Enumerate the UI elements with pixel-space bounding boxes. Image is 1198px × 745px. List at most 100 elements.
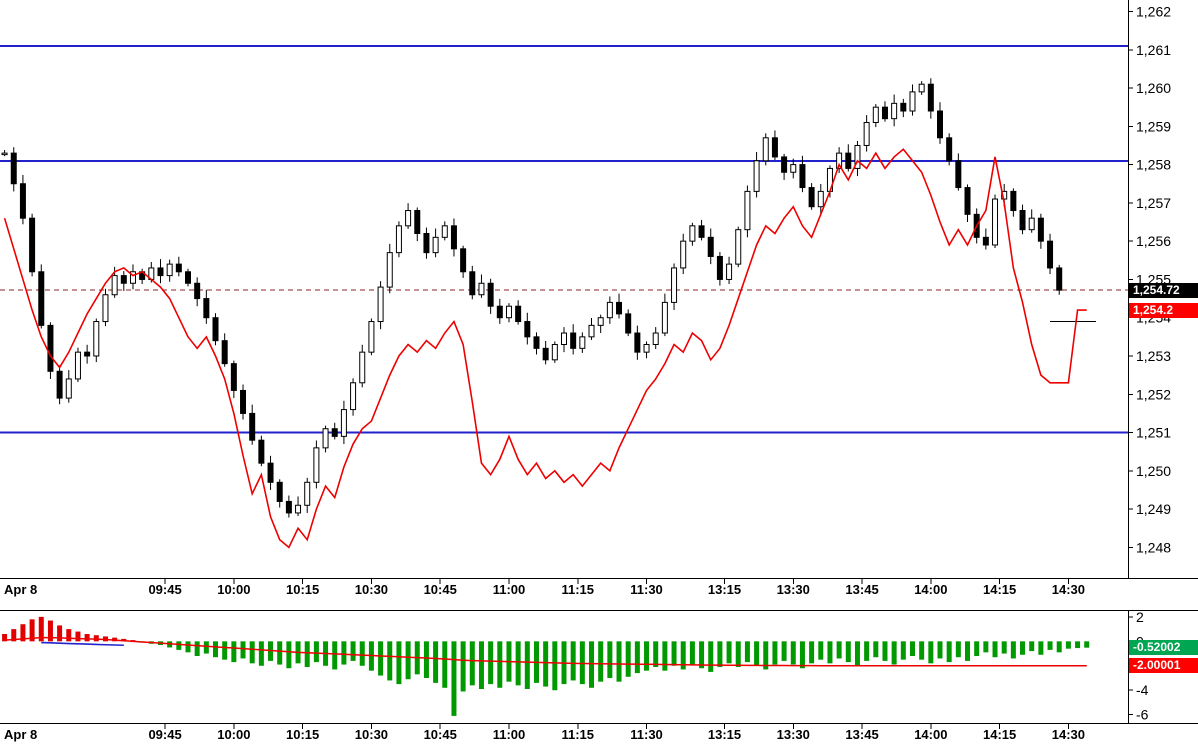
price-tick-label: 1,260 bbox=[1136, 80, 1171, 96]
candle-body bbox=[1028, 217, 1035, 231]
histogram-bar bbox=[93, 635, 99, 642]
time-tick-label: 10:30 bbox=[354, 582, 389, 597]
histogram-bar bbox=[29, 619, 35, 642]
histogram-bar bbox=[625, 641, 631, 677]
time-tick-label: 14:00 bbox=[914, 582, 948, 597]
candle-body bbox=[1010, 190, 1017, 212]
histogram-bar bbox=[937, 641, 943, 659]
candle-body bbox=[652, 332, 659, 346]
candle-body bbox=[881, 106, 888, 120]
candle-body bbox=[423, 232, 430, 254]
histogram-bar bbox=[20, 624, 26, 642]
histogram-bar bbox=[451, 641, 457, 716]
last-price-badge: 1,254.72 bbox=[1129, 282, 1198, 298]
histogram-bar bbox=[845, 641, 851, 663]
histogram-bar bbox=[57, 625, 63, 642]
candle-body bbox=[964, 187, 971, 215]
histogram-bar bbox=[231, 641, 237, 663]
time-tick-label: 13:30 bbox=[776, 582, 810, 597]
candle-body bbox=[322, 428, 329, 449]
histogram-bar bbox=[598, 641, 604, 682]
histogram-bar bbox=[882, 641, 888, 661]
fast-line bbox=[41, 641, 124, 647]
histogram-bar bbox=[543, 641, 549, 687]
candle-body bbox=[561, 332, 567, 346]
candle-body bbox=[671, 267, 678, 303]
histogram-bar bbox=[928, 641, 934, 664]
candle-body bbox=[808, 187, 815, 208]
histogram-bar bbox=[781, 641, 787, 661]
candle-body bbox=[716, 255, 723, 280]
candle-body bbox=[38, 271, 45, 326]
histogram-bar bbox=[726, 641, 732, 664]
time-tick-label: 11:30 bbox=[630, 582, 663, 597]
histogram-bar bbox=[1001, 641, 1007, 654]
histogram-bar bbox=[772, 641, 778, 665]
candle-body bbox=[781, 156, 788, 173]
histogram-bar bbox=[313, 641, 319, 663]
histogram-bar bbox=[249, 641, 255, 664]
histogram-bar bbox=[11, 629, 17, 642]
histogram-bar bbox=[47, 620, 53, 642]
histogram-bar bbox=[84, 634, 90, 642]
histogram-bar bbox=[433, 641, 439, 683]
histogram-bar bbox=[66, 629, 72, 642]
candle-body bbox=[551, 344, 558, 361]
candle-body bbox=[753, 160, 760, 192]
candle-body bbox=[661, 301, 668, 334]
candle-body bbox=[946, 137, 953, 162]
candle-body bbox=[203, 298, 210, 319]
candle-body bbox=[185, 271, 191, 284]
candle-body bbox=[295, 504, 302, 514]
histogram-bar bbox=[735, 641, 741, 667]
candle-body bbox=[129, 271, 136, 284]
histogram-bar bbox=[1020, 641, 1026, 655]
histogram-bar bbox=[873, 641, 879, 658]
histogram-bar bbox=[818, 641, 824, 660]
histogram-bar bbox=[396, 641, 402, 685]
candle-body bbox=[937, 110, 943, 139]
histogram-bar bbox=[405, 641, 411, 680]
candle-body bbox=[47, 324, 54, 372]
candle-body bbox=[496, 305, 503, 319]
time-tick-label: 11:00 bbox=[492, 582, 526, 597]
histogram-bar bbox=[222, 641, 228, 660]
candle-body bbox=[65, 378, 72, 399]
candle-body bbox=[982, 236, 989, 246]
histogram-bar bbox=[634, 641, 640, 674]
histogram-bar bbox=[515, 641, 521, 686]
histogram-bar bbox=[1056, 641, 1062, 653]
price-tick-label: 1,253 bbox=[1136, 348, 1171, 364]
histogram-bar bbox=[359, 641, 365, 666]
time-tick-label: 10:45 bbox=[423, 727, 457, 742]
candle-body bbox=[478, 282, 485, 296]
histogram-bar bbox=[689, 641, 695, 665]
candle-body bbox=[863, 121, 870, 146]
histogram-bar bbox=[478, 641, 484, 689]
histogram-bar bbox=[854, 641, 860, 666]
histogram-bar bbox=[589, 641, 595, 688]
indicator-tick-label: 2 bbox=[1136, 609, 1144, 625]
price-tick-label: 1,250 bbox=[1136, 463, 1171, 479]
candle-body bbox=[817, 190, 824, 208]
candle-body bbox=[93, 321, 100, 357]
histogram-bar bbox=[387, 641, 393, 681]
indicator-time-axis[interactable]: Apr 8 09:45 10:00 10:15 10:30 10:45 11:00 11:1… bbox=[0, 726, 1198, 745]
histogram-bar bbox=[680, 641, 686, 670]
main-time-axis[interactable]: Apr 8 09:45 10:00 10:15 10:30 10:45 11:00 11:1… bbox=[0, 581, 1198, 601]
candle-body bbox=[1056, 267, 1063, 291]
histogram-bar bbox=[955, 641, 961, 658]
histogram-bar bbox=[341, 641, 347, 665]
histogram-bar bbox=[1065, 641, 1071, 649]
candle-body bbox=[927, 83, 934, 112]
histogram-bar bbox=[790, 641, 796, 665]
histogram-bar bbox=[809, 641, 815, 664]
comparison-price-line bbox=[3, 148, 1087, 549]
candle-body bbox=[707, 236, 714, 257]
histogram-bar bbox=[744, 641, 750, 663]
candle-body bbox=[872, 106, 879, 123]
candle-body bbox=[1037, 217, 1044, 242]
candle-body bbox=[992, 198, 999, 246]
